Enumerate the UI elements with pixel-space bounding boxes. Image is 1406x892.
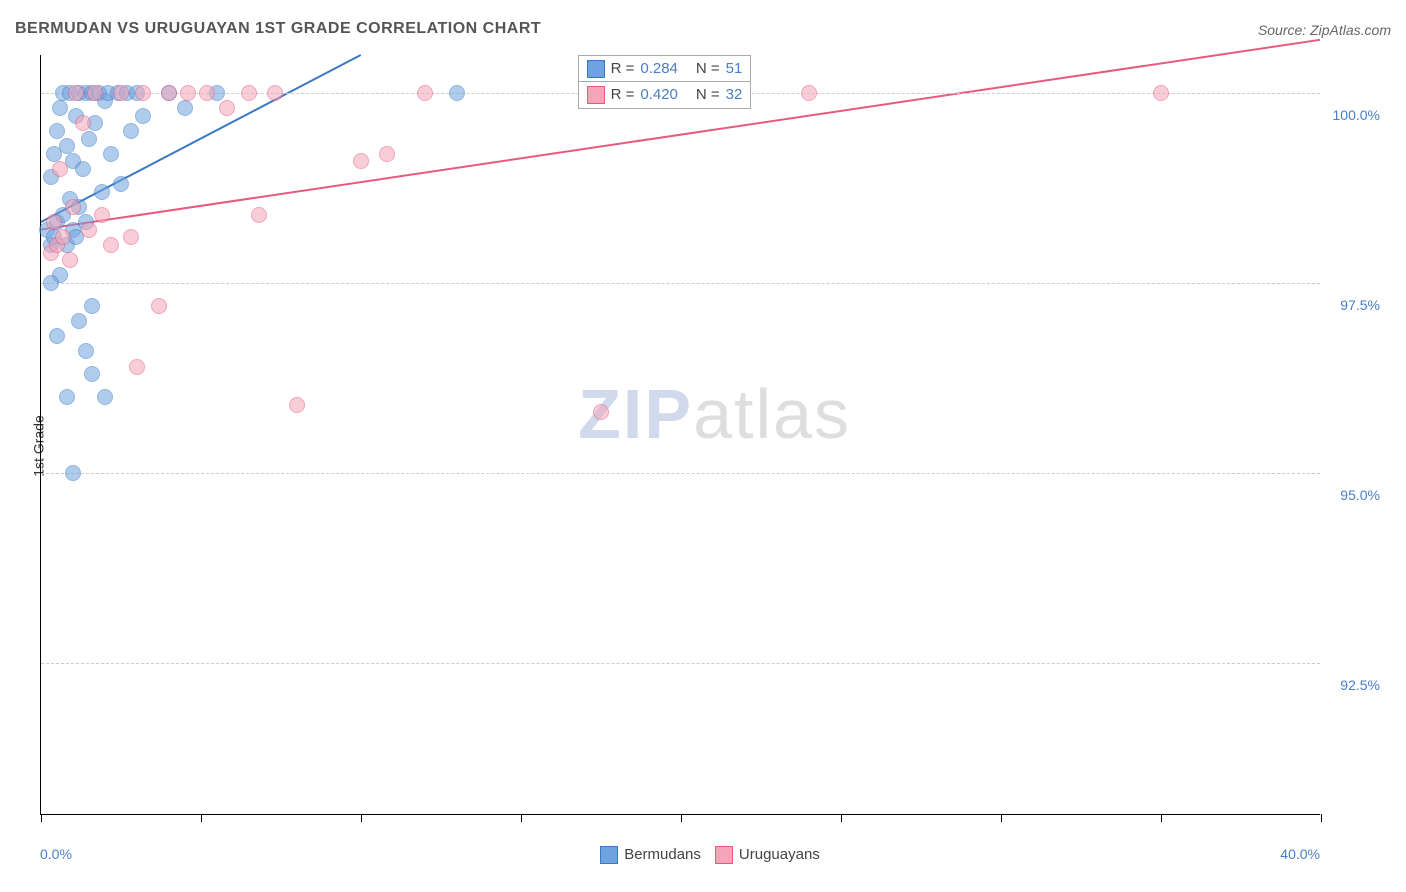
scatter-point	[219, 100, 235, 116]
watermark-part2: atlas	[693, 375, 851, 453]
scatter-point	[84, 366, 100, 382]
scatter-point	[593, 404, 609, 420]
x-tick	[521, 814, 522, 822]
chart-title: BERMUDAN VS URUGUAYAN 1ST GRADE CORRELAT…	[15, 20, 541, 38]
x-tick	[841, 814, 842, 822]
x-tick	[41, 814, 42, 822]
scatter-point	[251, 207, 267, 223]
scatter-point	[129, 359, 145, 375]
x-axis-min-label: 0.0%	[40, 846, 72, 862]
legend-swatch	[587, 60, 605, 78]
scatter-point	[177, 100, 193, 116]
x-tick	[361, 814, 362, 822]
scatter-point	[267, 85, 283, 101]
correlation-legend-row: R = 0.284 N = 51	[578, 55, 752, 83]
x-tick	[1321, 814, 1322, 822]
y-tick-label: 100.0%	[1333, 107, 1380, 123]
scatter-point	[123, 229, 139, 245]
legend-swatch	[600, 846, 618, 864]
x-axis-max-label: 40.0%	[1280, 846, 1320, 862]
scatter-point	[55, 229, 71, 245]
scatter-point	[59, 138, 75, 154]
x-tick	[201, 814, 202, 822]
scatter-point	[84, 298, 100, 314]
scatter-point	[62, 252, 78, 268]
gridline	[41, 663, 1320, 664]
y-tick-label: 92.5%	[1340, 677, 1380, 693]
scatter-point	[52, 161, 68, 177]
scatter-point	[103, 146, 119, 162]
x-tick	[1001, 814, 1002, 822]
scatter-point	[151, 298, 167, 314]
y-tick-label: 95.0%	[1340, 487, 1380, 503]
legend-series-label: Bermudans	[624, 846, 701, 863]
legend-r-value: 0.420	[640, 86, 678, 103]
legend-n-label: N =	[696, 86, 720, 103]
scatter-point	[379, 146, 395, 162]
gridline	[41, 283, 1320, 284]
scatter-point	[94, 207, 110, 223]
scatter-point	[801, 85, 817, 101]
scatter-point	[135, 108, 151, 124]
y-tick-label: 97.5%	[1340, 297, 1380, 313]
scatter-point	[43, 275, 59, 291]
correlation-legend-row: R = 0.420 N = 32	[578, 81, 752, 109]
scatter-point	[49, 123, 65, 139]
legend-r-label: R =	[611, 60, 635, 77]
x-tick	[681, 814, 682, 822]
scatter-point	[81, 131, 97, 147]
plot-area: ZIPatlas 92.5%95.0%97.5%100.0%	[40, 55, 1320, 815]
legend-r-value: 0.284	[640, 60, 678, 77]
scatter-point	[1153, 85, 1169, 101]
scatter-point	[241, 85, 257, 101]
scatter-point	[94, 184, 110, 200]
watermark: ZIPatlas	[578, 374, 851, 454]
scatter-point	[449, 85, 465, 101]
gridline	[41, 473, 1320, 474]
chart-container: BERMUDAN VS URUGUAYAN 1ST GRADE CORRELAT…	[0, 0, 1406, 892]
scatter-point	[68, 85, 84, 101]
scatter-point	[199, 85, 215, 101]
source-attribution: Source: ZipAtlas.com	[1258, 22, 1391, 38]
scatter-point	[97, 389, 113, 405]
trendlines-layer	[41, 55, 1320, 814]
scatter-point	[59, 389, 75, 405]
scatter-point	[52, 100, 68, 116]
scatter-point	[289, 397, 305, 413]
legend-swatch	[587, 86, 605, 104]
scatter-point	[46, 214, 62, 230]
series-legend: Bermudans Uruguayans	[0, 846, 1406, 864]
scatter-point	[353, 153, 369, 169]
scatter-point	[135, 85, 151, 101]
scatter-point	[49, 328, 65, 344]
scatter-point	[78, 343, 94, 359]
legend-r-label: R =	[611, 86, 635, 103]
x-tick	[1161, 814, 1162, 822]
scatter-point	[65, 465, 81, 481]
scatter-point	[417, 85, 433, 101]
scatter-point	[71, 313, 87, 329]
legend-n-value: 32	[726, 86, 743, 103]
scatter-point	[161, 85, 177, 101]
scatter-point	[113, 85, 129, 101]
scatter-point	[180, 85, 196, 101]
legend-swatch	[715, 846, 733, 864]
legend-n-label: N =	[696, 60, 720, 77]
legend-series-label: Uruguayans	[739, 846, 820, 863]
scatter-point	[87, 85, 103, 101]
scatter-point	[113, 176, 129, 192]
scatter-point	[75, 115, 91, 131]
scatter-point	[75, 161, 91, 177]
scatter-point	[123, 123, 139, 139]
scatter-point	[65, 199, 81, 215]
legend-n-value: 51	[726, 60, 743, 77]
scatter-point	[103, 237, 119, 253]
scatter-point	[81, 222, 97, 238]
